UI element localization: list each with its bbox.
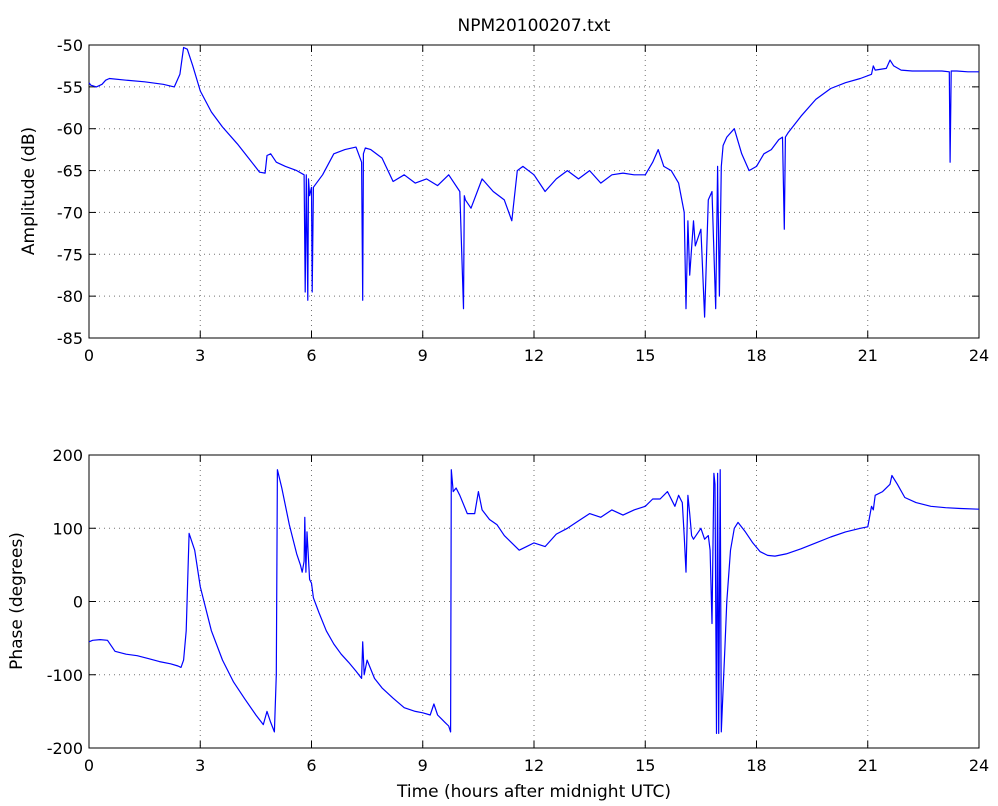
amplitude-x-tick-label: 9: [418, 346, 428, 365]
amplitude-ticks: [88, 44, 980, 339]
amplitude-plot-frame: [88, 44, 980, 339]
amplitude-x-tick-label: 0: [84, 346, 94, 365]
amplitude-x-tick-label: 21: [858, 346, 878, 365]
amplitude-y-tick-label: -85: [57, 329, 83, 348]
phase-y-tick-label: 100: [52, 519, 83, 538]
amplitude-y-tick-label: -65: [57, 162, 83, 181]
amplitude-y-tick-label: -50: [57, 36, 83, 55]
phase-y-tick-labels: 200 100 0 -100 -200: [47, 446, 83, 758]
phase-x-tick-labels: 0 3 6 9 12 15 18 21 24: [84, 756, 989, 775]
amplitude-y-tick-label: -75: [57, 245, 83, 264]
phase-y-tick-label: -100: [47, 666, 83, 685]
amplitude-y-tick-label: -80: [57, 287, 83, 306]
phase-panel: 0 3 6 9 12 15 18 21 24 200 100 0 -100 -200 Phase (de…: [7, 446, 989, 802]
chart-title: NPM20100207.txt: [458, 16, 611, 36]
amplitude-x-tick-labels: 0 3 6 9 12 15 18 21 24: [84, 346, 989, 365]
amplitude-y-tick-labels: -50 -55 -60 -65 -70 -75 -80 -85: [57, 36, 83, 348]
phase-x-tick-label: 12: [524, 756, 544, 775]
amplitude-grid: [89, 45, 979, 338]
phase-x-tick-label: 3: [195, 756, 205, 775]
phase-y-tick-label: 0: [73, 593, 83, 612]
phase-x-tick-label: 0: [84, 756, 94, 775]
amplitude-y-tick-label: -70: [57, 203, 83, 222]
phase-x-axis-label: Time (hours after midnight UTC): [396, 782, 671, 802]
phase-x-tick-label: 15: [635, 756, 655, 775]
phase-x-tick-label: 6: [306, 756, 316, 775]
amplitude-x-tick-label: 12: [524, 346, 544, 365]
phase-series-line: [88, 469, 980, 734]
phase-y-tick-label: 200: [52, 446, 83, 465]
amplitude-panel: 0 3 6 9 12 15 18 21 24 -50-55-60-65-70-75-80-85 …: [19, 36, 989, 365]
amplitude-x-tick-label: 15: [635, 346, 655, 365]
amplitude-x-tick-label: 18: [746, 346, 766, 365]
amplitude-y-axis-label: Amplitude (dB): [19, 127, 39, 255]
amplitude-x-tick-label: 24: [969, 346, 989, 365]
phase-y-tick-label: -200: [47, 739, 83, 758]
phase-x-tick-label: 24: [969, 756, 989, 775]
phase-x-tick-label: 21: [858, 756, 878, 775]
phase-y-axis-label: Phase (degrees): [7, 532, 27, 670]
amplitude-series-line: [88, 46, 979, 318]
phase-ticks: [88, 454, 980, 749]
amplitude-y-tick-label: -55: [57, 78, 83, 97]
phase-x-tick-label: 9: [418, 756, 428, 775]
phase-grid: [89, 455, 979, 748]
phase-x-tick-label: 18: [746, 756, 766, 775]
amplitude-x-tick-label: 3: [195, 346, 205, 365]
amplitude-y-tick-label: -60: [57, 120, 83, 139]
amplitude-x-tick-label: 6: [306, 346, 316, 365]
